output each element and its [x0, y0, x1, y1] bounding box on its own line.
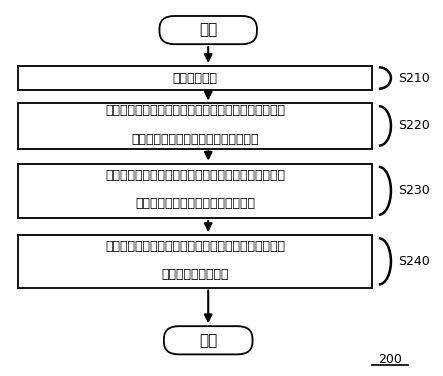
Bar: [18, 66, 372, 90]
Bar: [18, 103, 372, 149]
Text: 200: 200: [378, 353, 402, 365]
Text: 比，以得到差异结果: 比，以得到差异结果: [161, 268, 229, 281]
Text: 取对应的对比模板作为目标对比模板: 取对应的对比模板作为目标对比模板: [135, 197, 255, 211]
Text: 结束: 结束: [199, 333, 218, 348]
Text: 的对比模板的模板标识和数据查询参数: 的对比模板的模板标识和数据查询参数: [131, 133, 259, 146]
Text: 在对比模式下，对对比参数进行解析，以获取确定使用: 在对比模式下，对对比参数进行解析，以获取确定使用: [105, 105, 285, 117]
Text: S220: S220: [398, 120, 430, 132]
Text: S210: S210: [398, 71, 430, 85]
Text: S230: S230: [398, 184, 430, 197]
Text: 基于数据查询参数和目标对比模板，进行数据差异化对: 基于数据查询参数和目标对比模板，进行数据差异化对: [105, 240, 285, 253]
Bar: [18, 164, 372, 218]
Text: 根据确定使用的对比模板的模板标识，从存储单元中获: 根据确定使用的对比模板的模板标识，从存储单元中获: [105, 169, 285, 182]
FancyBboxPatch shape: [164, 326, 253, 354]
Text: S240: S240: [398, 255, 430, 268]
FancyBboxPatch shape: [159, 16, 257, 44]
Text: 确定对比模式: 确定对比模式: [172, 71, 218, 85]
Text: 开始: 开始: [199, 23, 218, 38]
Bar: [18, 235, 372, 288]
